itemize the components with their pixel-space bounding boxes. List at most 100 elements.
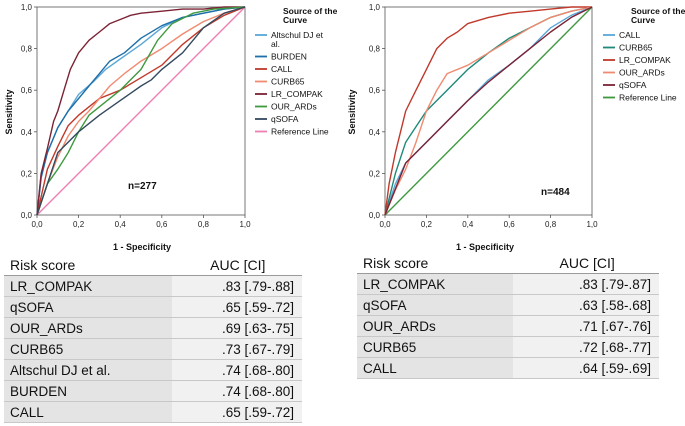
legend-title: Source of the: [631, 6, 685, 16]
series-line-qsofa: [36, 6, 246, 216]
risk-score-cell: OUR_ARDs: [4, 317, 172, 339]
auc-cell: .74 [.68-.80]: [171, 380, 302, 402]
auc-cell: .63 [.58-.68]: [513, 294, 659, 316]
legend-label: OUR_ARDs: [619, 68, 665, 78]
risk-score-cell: qSOFA: [4, 296, 172, 318]
table-row: CURB65.72 [.68-.77]: [357, 336, 659, 358]
roc-chart-left: 0,0 0,2 0,4 0,6 0,8 1,0 0,0 0,2 0,4 0,6 0,8 1,0 n=2…: [4, 3, 338, 252]
risk-score-cell: Altschul DJ et al.: [4, 359, 172, 381]
series-line-lr-compak: [384, 6, 592, 216]
y-tick-label: 0,8: [369, 45, 381, 54]
auc-table-left: Risk score AUC [CI] LR_COMPAK .83 [.79-.8…: [4, 255, 302, 423]
legend-label: BURDEN: [271, 52, 307, 62]
legend-label: LR_COMPAK: [271, 89, 323, 99]
series-line-qsofa: [384, 6, 593, 216]
table-row: Altschul DJ et al. .74 [.68-.80]: [4, 359, 302, 381]
y-axis-title: Sensitivity: [4, 89, 14, 134]
series-lines: [384, 6, 593, 216]
auc-cell: .65 [.59-.72]: [171, 401, 302, 423]
legend-label: OUR_ARDs: [271, 102, 317, 112]
legend-label: CURB65: [271, 77, 305, 87]
table-row: OUR_ARDs .71 [.67-.76]: [357, 315, 659, 337]
series-lines: [36, 6, 246, 216]
legend-label: Reference Line: [271, 127, 329, 137]
y-axis-title: Sensitivity: [347, 89, 357, 134]
y-tick-label: 1,0: [21, 3, 33, 12]
risk-score-header: Risk score: [4, 255, 172, 276]
table-row: OUR_ARDs .69 [.63-.75]: [4, 317, 302, 339]
legend-title: Source of the: [283, 6, 338, 16]
series-line-burden: [36, 6, 246, 216]
auc-cell: .71 [.67-.76]: [513, 315, 659, 337]
series-line-reference-line: [384, 6, 593, 216]
legend-label: Reference Line: [619, 93, 677, 103]
legend-title: Curve: [283, 15, 307, 25]
y-tick-label: 1,0: [369, 3, 381, 12]
table-row: LR_COMPAK .83 [.79-.88]: [4, 275, 302, 297]
x-tick-label: 0,0: [31, 220, 43, 229]
y-tick-label: 0,4: [21, 128, 33, 137]
x-tick-label: 0,4: [462, 220, 474, 229]
x-tick-label: 0,0: [379, 220, 391, 229]
auc-header: AUC [CI]: [171, 255, 302, 276]
x-axis-title: 1 - Specificity: [456, 242, 514, 252]
auc-cell: .65 [.59-.72]: [171, 296, 302, 318]
legend-label: CALL: [619, 30, 641, 40]
auc-cell: .69 [.63-.75]: [171, 317, 302, 339]
table-header-row: Risk score AUC [CI]: [357, 253, 659, 274]
table-row: qSOFA .65 [.59-.72]: [4, 296, 302, 318]
series-line-lr-compak: [36, 6, 245, 216]
table-row: CALL .64 [.59-.69]: [357, 357, 659, 379]
x-tick-label: 0,4: [115, 220, 127, 229]
x-tick-label: 0,8: [198, 220, 210, 229]
x-axis-title: 1 - Specificity: [113, 242, 171, 252]
legend-label: Altschul DJ et: [271, 30, 324, 40]
x-tick-label: 0,2: [421, 220, 433, 229]
x-tick-label: 1,0: [586, 220, 598, 229]
table-row: CURB65.73 [.67-.79]: [4, 338, 302, 360]
risk-score-cell: OUR_ARDs: [357, 315, 514, 337]
risk-score-cell: qSOFA: [357, 294, 514, 316]
auc-cell: .74 [.68-.80]: [171, 359, 302, 381]
series-line-call: [36, 6, 246, 216]
y-tick-label: 0,0: [21, 211, 33, 220]
auc-cell: .83 [.79-.88]: [171, 275, 302, 297]
risk-score-header: Risk score: [357, 253, 514, 274]
legend-label: qSOFA: [619, 80, 647, 90]
auc-cell: .64 [.59-.69]: [513, 357, 659, 379]
auc-cell: .73 [.67-.79]: [171, 338, 302, 360]
y-tick-label: 0,4: [369, 128, 381, 137]
axis-ticks: 0,0 0,2 0,4 0,6 0,8 1,0 0,0 0,2 0,4 0,6 0,8 1,0: [369, 3, 598, 229]
auc-cell: .72 [.68-.77]: [513, 336, 659, 358]
sample-size-label: n=484: [541, 187, 570, 198]
y-tick-label: 0,8: [21, 45, 33, 54]
x-tick-label: 0,8: [545, 220, 557, 229]
auc-header: AUC [CI]: [513, 253, 659, 274]
table-header-row: Risk score AUC [CI]: [4, 255, 302, 276]
legend-title: Curve: [631, 15, 655, 25]
risk-score-cell: CALL: [357, 357, 514, 379]
risk-score-cell: LR_COMPAK: [4, 275, 172, 297]
axis-ticks: 0,0 0,2 0,4 0,6 0,8 1,0 0,0 0,2 0,4 0,6 0,8 1,0: [21, 3, 251, 229]
series-line-reference-line: [36, 6, 246, 216]
table-row: BURDEN .74 [.68-.80]: [4, 380, 302, 402]
series-line-our-ards: [384, 6, 593, 216]
risk-score-cell: LR_COMPAK: [357, 273, 514, 295]
auc-cell: .83 [.79-.87]: [513, 273, 659, 295]
sample-size-label: n=277: [128, 181, 157, 192]
x-tick-label: 0,2: [73, 220, 85, 229]
auc-table-right: Risk score AUC [CI] LR_COMPAK .83 [.79-.8…: [357, 253, 659, 379]
risk-score-cell: CURB65: [357, 336, 514, 358]
table-row: qSOFA .63 [.58-.68]: [357, 294, 659, 316]
x-tick-label: 0,6: [156, 220, 168, 229]
legend-label: CURB65: [619, 43, 653, 53]
risk-score-cell: CALL: [4, 401, 172, 423]
y-tick-label: 0,6: [369, 86, 381, 95]
table-row: CALL .65 [.59-.72]: [4, 401, 302, 423]
y-tick-label: 0,6: [21, 86, 33, 95]
table-row: LR_COMPAK .83 [.79-.87]: [357, 273, 659, 295]
x-tick-label: 1,0: [239, 220, 251, 229]
risk-score-cell: CURB65: [4, 338, 172, 360]
